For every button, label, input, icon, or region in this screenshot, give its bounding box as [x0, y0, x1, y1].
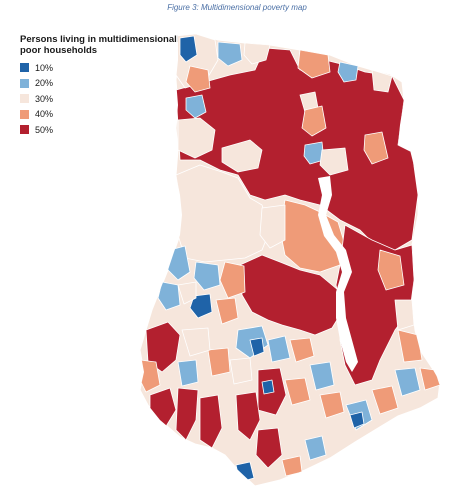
district-ashanti-light [229, 357, 253, 385]
district-s-lightblue-1 [309, 361, 335, 391]
legend-item-20: 20% [20, 76, 190, 92]
legend-item-30: 30% [20, 91, 190, 107]
district-west-lightblue-3 [157, 281, 181, 311]
district-ashanti-blue [249, 337, 265, 357]
legend-item-10: 10% [20, 60, 190, 76]
district-ne-orange [301, 105, 327, 137]
map-legend: Persons living in multidimensionally poo… [20, 34, 190, 138]
district-ue-orange [297, 49, 331, 79]
district-s-orange-3 [371, 385, 399, 415]
district-s-orange-2 [319, 391, 345, 419]
district-north-lightblue [303, 141, 325, 165]
district-north-light-2 [221, 139, 263, 173]
district-sw-lightblue [177, 359, 199, 387]
district-east-orange [377, 249, 405, 291]
district-west-light [177, 281, 197, 305]
district-ue-light-2 [371, 69, 393, 93]
district-west-band-light [175, 164, 271, 263]
legend-swatch-40 [20, 109, 29, 119]
legend-swatch-50 [20, 125, 29, 135]
legend-swatch-20 [20, 78, 29, 88]
district-sw-red-4 [199, 394, 223, 449]
district-east-orange-2 [397, 329, 423, 363]
district-ashanti-orange [289, 337, 315, 363]
legend-label-20: 20% [35, 78, 54, 89]
district-s-orange-1 [284, 377, 311, 406]
district-s-red-2 [235, 391, 261, 441]
legend-label-10: 10% [35, 62, 54, 73]
district-coast-orange [281, 455, 303, 477]
legend-item-40: 40% [20, 107, 190, 123]
district-centre-light [259, 204, 286, 249]
figure-caption: Figure 3: Multidimensional poverty map [167, 3, 307, 12]
district-north-light-3 [319, 147, 349, 176]
district-sw-orange [140, 359, 161, 393]
district-se-orange [419, 367, 440, 391]
legend-title-line-1: Persons living in multidimensionally [20, 34, 185, 45]
district-ue-lightblue [337, 61, 359, 83]
district-ashanti-lightblue-2 [267, 335, 291, 363]
district-uw-lightblue-1 [217, 41, 243, 67]
district-west-lightblue-2 [193, 261, 221, 291]
legend-swatch-30 [20, 94, 29, 104]
district-sw-orange-2 [207, 347, 231, 377]
lake-volta [318, 176, 358, 372]
district-s-blue-2 [349, 411, 365, 429]
district-sw-red-3 [175, 387, 199, 441]
district-ne-orange-2 [363, 131, 389, 165]
legend-label-50: 50% [35, 124, 54, 135]
district-s-lightblue-3 [394, 367, 421, 397]
district-sw-light [181, 327, 211, 357]
district-ue-light [243, 42, 271, 65]
legend-title: Persons living in multidimensionally poo… [20, 34, 190, 56]
legend-label-40: 40% [35, 109, 54, 120]
legend-label-30: 30% [35, 93, 54, 104]
legend-title-line-2: poor households [20, 45, 98, 56]
district-north-light [177, 117, 216, 159]
district-s-blue [261, 379, 275, 395]
districts [140, 34, 440, 483]
district-middle-orange [219, 261, 246, 299]
district-west-blue-1 [189, 293, 213, 319]
district-uw-blue-2 [185, 94, 207, 119]
legend-item-50: 50% [20, 122, 190, 138]
district-east-light [394, 299, 415, 331]
district-uw-blue [179, 35, 198, 63]
legend-swatch-10 [20, 63, 29, 73]
district-middle-red [239, 254, 341, 336]
district-west-orange-1 [215, 297, 239, 325]
district-coast-lightblue [304, 435, 327, 461]
district-uw-orange [185, 65, 211, 93]
district-s-red-3 [255, 427, 283, 469]
district-north-red [175, 47, 419, 251]
